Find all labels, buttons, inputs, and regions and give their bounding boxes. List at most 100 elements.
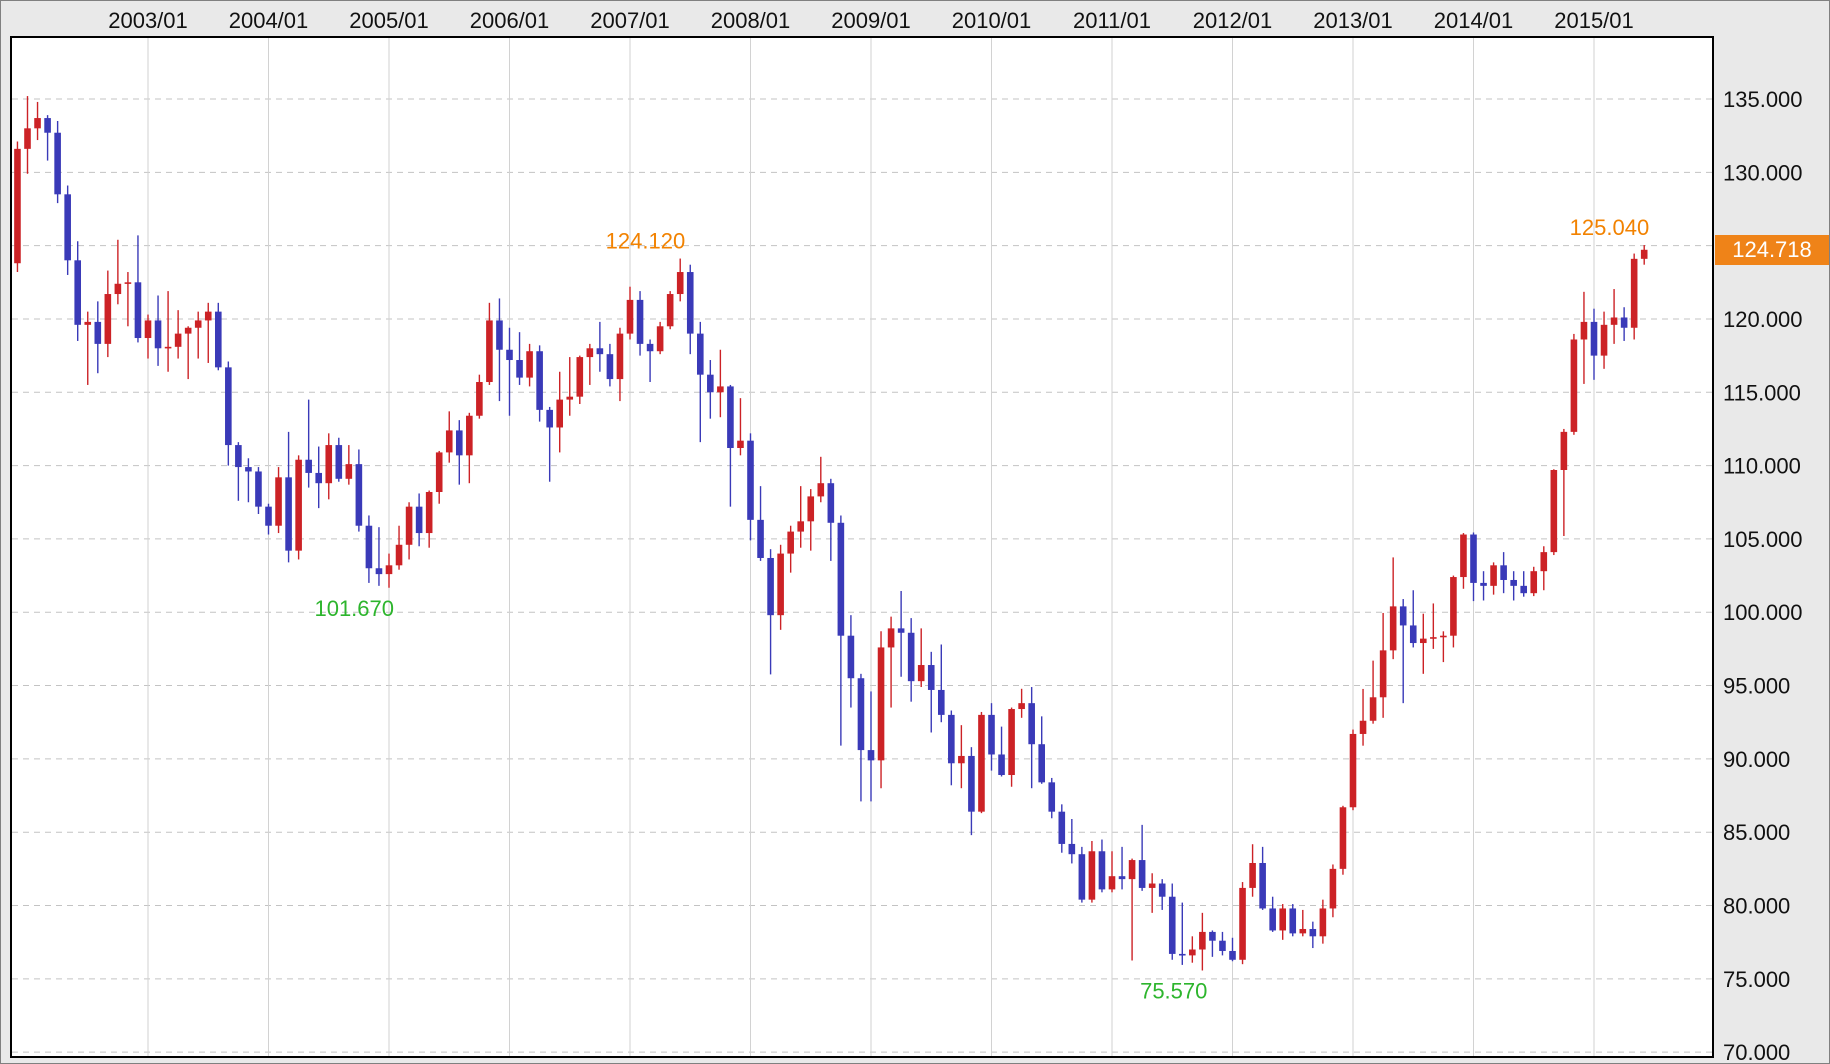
x-axis-label: 2009/01 (831, 8, 911, 33)
candle (516, 360, 523, 378)
candle (978, 714, 985, 812)
candle (415, 506, 423, 534)
candle (927, 665, 935, 690)
candle (837, 522, 845, 636)
candle (1178, 953, 1186, 956)
y-axis-label: 90.000 (1723, 747, 1790, 772)
y-axis-label: 70.000 (1723, 1040, 1790, 1064)
candle (1239, 887, 1246, 960)
candle (576, 357, 584, 397)
candle (375, 568, 383, 575)
y-axis-label: 135.000 (1723, 87, 1803, 112)
candle (1359, 720, 1367, 734)
candle (556, 399, 564, 428)
y-axis-label: 95.000 (1723, 674, 1790, 699)
candle (857, 678, 865, 751)
candle (958, 755, 965, 764)
x-axis-label: 2011/01 (1073, 8, 1151, 33)
candle (204, 311, 212, 321)
candle (1299, 928, 1307, 934)
candle (1600, 324, 1608, 356)
candle (1590, 321, 1598, 356)
y-axis-label: 100.000 (1723, 600, 1803, 625)
x-axis-label: 2013/01 (1313, 8, 1393, 33)
candle (295, 459, 302, 551)
candle (1460, 534, 1467, 578)
candle (164, 346, 172, 349)
candle (1319, 908, 1327, 937)
candle (1078, 854, 1086, 900)
y-axis-label: 85.000 (1723, 820, 1790, 845)
candle (1028, 703, 1035, 745)
y-axis-label: 75.000 (1723, 967, 1790, 992)
candle (566, 396, 574, 400)
candle (405, 506, 413, 545)
candle (1490, 565, 1497, 586)
candle (787, 531, 794, 554)
candle (626, 299, 634, 334)
x-axis-label: 2010/01 (952, 8, 1032, 33)
candle (1229, 950, 1236, 960)
candle (807, 496, 815, 522)
candle (948, 714, 955, 764)
candle (1630, 258, 1638, 328)
candle (476, 382, 483, 416)
candle (144, 320, 152, 339)
plot-area[interactable] (10, 36, 1714, 1058)
candle (74, 260, 82, 325)
candle (797, 521, 805, 532)
candle (1289, 908, 1297, 934)
candle (1409, 625, 1417, 644)
y-axis-label: 130.000 (1723, 160, 1803, 185)
candle (817, 483, 825, 497)
candle (385, 565, 393, 575)
candle (1098, 851, 1106, 890)
candle (154, 320, 162, 349)
x-axis-label: 2007/01 (590, 8, 670, 33)
candle (988, 714, 995, 755)
candle (536, 351, 543, 410)
candle (94, 321, 102, 344)
candle (1138, 860, 1146, 888)
candle (355, 464, 363, 526)
price-annotation: 125.040 (1570, 215, 1650, 240)
candle (907, 632, 915, 682)
x-axis-label: 2004/01 (229, 8, 309, 33)
candle (275, 477, 282, 526)
candle (1369, 697, 1377, 721)
candle (134, 282, 142, 339)
candle (325, 445, 333, 484)
candle (1189, 949, 1196, 956)
candle (84, 321, 92, 325)
candle (486, 320, 493, 383)
candle (1118, 876, 1126, 880)
x-axis-label: 2014/01 (1434, 8, 1514, 33)
y-axis-label: 105.000 (1723, 527, 1803, 552)
candle (747, 440, 754, 520)
candle (546, 409, 553, 428)
candle (646, 343, 654, 352)
candle (1580, 321, 1588, 340)
candle (1620, 317, 1628, 328)
candle (847, 635, 855, 679)
candle (114, 283, 122, 295)
candle (1540, 552, 1548, 572)
price-annotation: 101.670 (314, 596, 394, 621)
candle (1399, 606, 1407, 626)
candle (1199, 931, 1206, 950)
x-axis-label: 2003/01 (108, 8, 188, 33)
candle (1008, 709, 1015, 776)
candle (345, 464, 353, 479)
candle (466, 415, 473, 456)
candle (506, 349, 513, 361)
candle (1550, 469, 1558, 553)
candle (1419, 638, 1427, 644)
candle (717, 386, 724, 393)
candle (225, 367, 232, 446)
candle (184, 327, 192, 334)
candle (1379, 650, 1387, 698)
candle (1570, 339, 1578, 432)
candle (1470, 534, 1477, 583)
